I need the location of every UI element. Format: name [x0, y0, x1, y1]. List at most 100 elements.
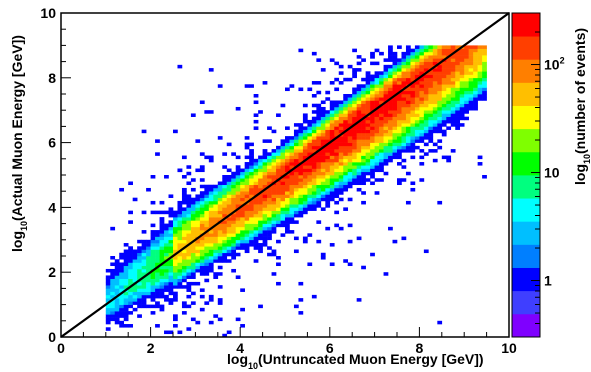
heatmap-cell [190, 213, 196, 218]
heatmap-cell [190, 317, 196, 322]
heatmap-cell [253, 168, 259, 173]
heatmap-cell [195, 226, 201, 231]
heatmap-cell [397, 84, 402, 88]
heatmap-cell [437, 94, 443, 98]
heatmap-cell [258, 220, 263, 224]
heatmap-cell [374, 90, 380, 95]
heatmap-cell [414, 110, 420, 114]
heatmap-cell [289, 194, 295, 198]
heatmap-cell [137, 259, 142, 263]
heatmap-cell [298, 178, 304, 182]
heatmap-cell [195, 217, 201, 221]
heatmap-cell [298, 181, 304, 186]
heatmap-cell [437, 113, 443, 117]
heatmap-cell [150, 288, 156, 292]
heatmap-cell [307, 87, 313, 92]
heatmap-cell [482, 61, 487, 66]
heatmap-cell [410, 139, 416, 143]
heatmap-cell [249, 178, 254, 182]
heatmap-cell [343, 139, 349, 143]
heatmap-cell [280, 142, 286, 147]
heatmap-cell [190, 236, 196, 241]
heatmap-cell [356, 236, 362, 241]
heatmap-cell [280, 168, 286, 173]
heatmap-cell [222, 252, 228, 257]
heatmap-cell [450, 55, 456, 59]
heatmap-cell [437, 116, 443, 121]
heatmap-cell [204, 259, 210, 263]
heatmap-cell [181, 175, 187, 179]
heatmap-cell [338, 158, 344, 163]
heatmap-cell [231, 217, 237, 221]
heatmap-cell [455, 100, 461, 105]
heatmap-cell [450, 45, 456, 49]
heatmap-cell [289, 200, 295, 205]
heatmap-cell [468, 58, 474, 62]
heatmap-cell [123, 291, 129, 296]
heatmap-cell [132, 249, 138, 254]
heatmap-cell [123, 298, 129, 302]
heatmap-cell [164, 330, 169, 335]
heatmap-cell [168, 262, 174, 267]
heatmap-cell [374, 77, 380, 82]
heatmap-cell [128, 262, 133, 267]
heatmap-cell [190, 187, 196, 192]
heatmap-cell [405, 74, 411, 79]
heatmap-cell [155, 294, 160, 299]
heatmap-cell [347, 184, 353, 189]
heatmap-cell [119, 275, 125, 279]
heatmap-cell [213, 217, 219, 221]
heatmap-cell [320, 194, 326, 198]
heatmap-cell [217, 223, 223, 228]
heatmap-cell [267, 139, 272, 143]
heatmap-cell [459, 103, 465, 108]
heatmap-cell [414, 64, 420, 69]
heatmap-cell [316, 239, 322, 244]
heatmap-cell [204, 239, 210, 244]
heatmap-cell [338, 103, 344, 108]
heatmap-cell [155, 259, 160, 263]
heatmap-cell [289, 187, 295, 192]
heatmap-cell [410, 94, 416, 98]
heatmap-cell [276, 239, 281, 244]
heatmap-cell [374, 178, 380, 182]
heatmap-cell [177, 275, 183, 279]
heatmap-cell [325, 110, 331, 114]
heatmap-cell [293, 249, 299, 254]
heatmap-cell [226, 239, 232, 244]
heatmap-cell [159, 291, 165, 296]
heatmap-cell [164, 223, 169, 228]
heatmap-cell [190, 281, 196, 286]
heatmap-cell [110, 262, 116, 267]
heatmap-cell [226, 243, 232, 247]
heatmap-cell [320, 207, 326, 211]
heatmap-cell [258, 197, 263, 202]
heatmap-cell [401, 129, 407, 134]
heatmap-cell [132, 307, 138, 312]
heatmap-cell [177, 268, 183, 273]
heatmap-cell [419, 110, 425, 114]
heatmap-cell [410, 58, 416, 62]
heatmap-cell [482, 74, 487, 79]
heatmap-cell [262, 204, 268, 208]
heatmap-cell [146, 281, 151, 286]
heatmap-cell [285, 181, 290, 186]
heatmap-cell [208, 155, 214, 160]
heatmap-cell [285, 175, 290, 179]
heatmap-cell [473, 84, 478, 88]
heatmap-cell [361, 178, 366, 182]
heatmap-cell [361, 136, 366, 140]
heatmap-cell [159, 294, 165, 299]
heatmap-cell [298, 123, 304, 127]
heatmap-cell [477, 45, 483, 49]
heatmap-cell [208, 200, 214, 205]
heatmap-cell [164, 252, 169, 257]
heatmap-cell [276, 149, 281, 153]
heatmap-cell [293, 139, 299, 143]
heatmap-cell [347, 77, 353, 82]
heatmap-cell [285, 165, 290, 169]
heatmap-cell [414, 119, 420, 124]
heatmap-cell [482, 58, 487, 62]
heatmap-cell [173, 230, 178, 234]
